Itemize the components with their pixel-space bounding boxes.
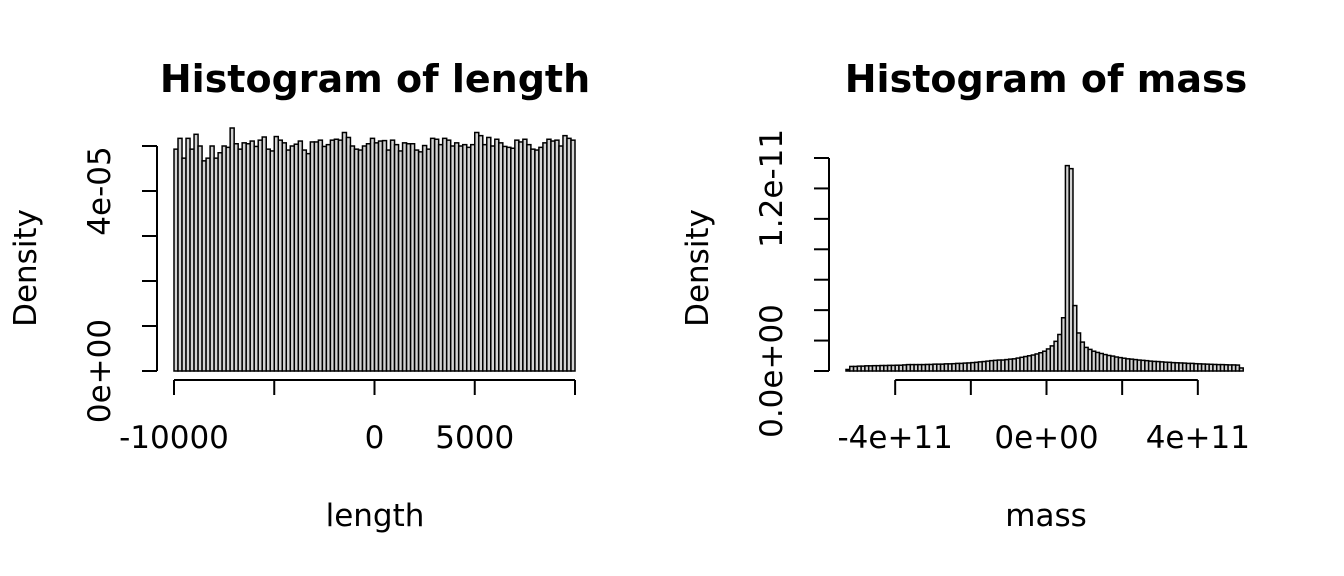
- y-axis: 0e+00 4e-05: [82, 145, 158, 423]
- y-axis-label: Density: [680, 209, 716, 327]
- chart-title: Histogram of mass: [845, 57, 1247, 101]
- y-axis-label: Density: [8, 209, 44, 327]
- y-tick-label: 0e+00: [82, 319, 118, 423]
- x-axis: -10000 0 5000: [119, 379, 576, 456]
- x-tick-label: 0e+00: [994, 420, 1098, 456]
- bars: [845, 164, 1244, 372]
- y-tick-label: 1.2e-11: [754, 129, 790, 248]
- y-tick-label: 0.0e+00: [754, 304, 790, 438]
- x-tick-label: 4e+11: [1146, 420, 1250, 456]
- histogram-bar: [1238, 367, 1244, 372]
- mass-histogram-panel: Histogram of mass mass Density -4e+11 0e+…: [680, 57, 1250, 534]
- x-axis-label: length: [326, 498, 425, 534]
- y-axis: 0.0e+00 1.2e-11: [754, 129, 830, 438]
- histogram-bar: [1068, 167, 1074, 372]
- length-histogram-panel: Histogram of length length Density -1000…: [8, 57, 590, 534]
- histogram-bar: [570, 139, 576, 372]
- y-tick-label: 4e-05: [82, 146, 118, 235]
- chart-title: Histogram of length: [160, 57, 590, 101]
- x-axis: -4e+11 0e+00 4e+11: [837, 379, 1250, 456]
- x-tick-label: 5000: [435, 420, 514, 456]
- x-tick-label: 0: [365, 420, 385, 456]
- x-tick-label: -10000: [119, 420, 229, 456]
- x-axis-label: mass: [1005, 498, 1087, 534]
- bars: [173, 127, 576, 372]
- x-tick-label: -4e+11: [837, 420, 952, 456]
